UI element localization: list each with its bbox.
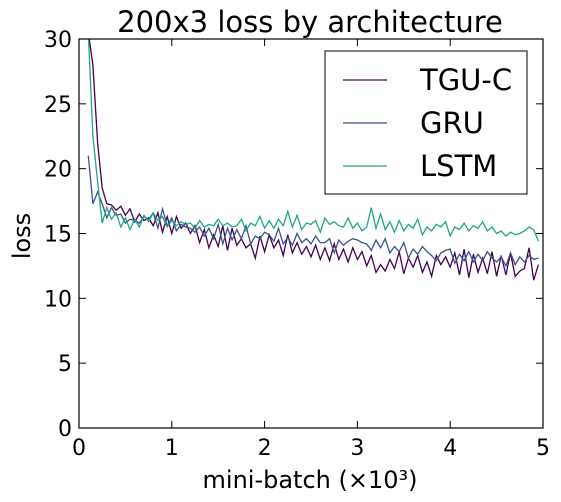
x-tick-label: 1 <box>165 436 179 461</box>
chart-title: 200x3 loss by architecture <box>117 5 503 39</box>
axis-ticks <box>78 38 544 429</box>
x-tick-label: 0 <box>72 436 86 461</box>
x-tick-label: 4 <box>443 436 457 461</box>
series-line-tgu-c <box>88 39 540 281</box>
y-tick-label: 25 <box>44 93 72 118</box>
y-tick-label: 10 <box>44 287 72 312</box>
x-tick-label: 5 <box>536 436 550 461</box>
legend-label: GRU <box>420 106 484 140</box>
series-lines <box>87 39 540 281</box>
y-tick-label: 30 <box>44 28 72 53</box>
legend-label: TGU-C <box>419 63 512 97</box>
x-tick-label: 3 <box>350 436 364 461</box>
y-tick-label: 5 <box>58 352 72 377</box>
series-line-gru <box>87 155 539 268</box>
series-line-lstm <box>87 39 540 242</box>
y-axis-label: loss <box>8 213 36 259</box>
legend-label: LSTM <box>420 149 497 183</box>
y-tick-label: 0 <box>58 417 72 442</box>
x-axis-label: mini-batch (×10³) <box>203 466 418 494</box>
y-tick-label: 15 <box>44 223 72 248</box>
axis-tick-labels: 0 1 2 3 4 5 0 5 10 15 20 25 30 <box>44 28 550 461</box>
y-tick-label: 20 <box>44 158 72 183</box>
x-tick-label: 2 <box>258 436 272 461</box>
legend: TGU-C GRU LSTM <box>324 50 528 195</box>
